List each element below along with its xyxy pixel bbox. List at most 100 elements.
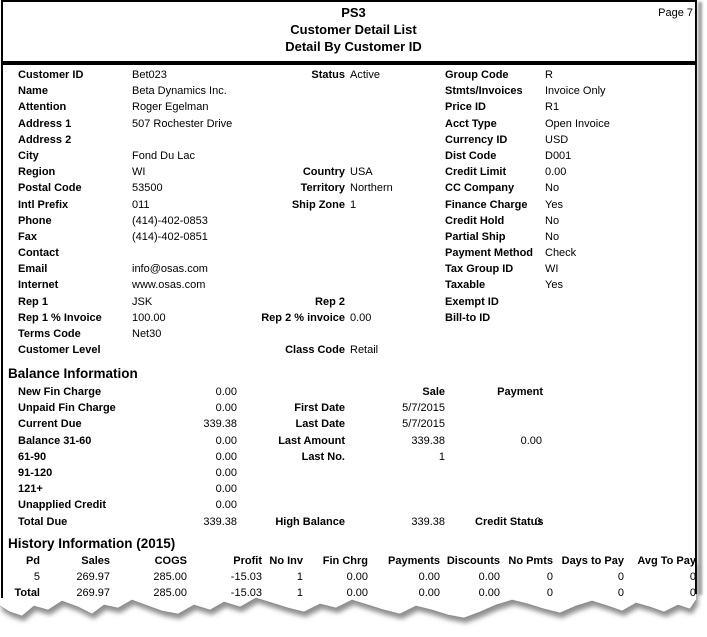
field-value: www.osas.com (132, 279, 206, 292)
right-field-label: Group Code (445, 69, 509, 81)
field-label: Postal Code (18, 182, 82, 195)
right-field-value: No (545, 214, 560, 227)
history-cell-no-inv: 1 (296, 571, 303, 584)
report-subtitle: Detail By Customer ID (285, 39, 422, 54)
detail-row: Contact Payment Method Check (0, 245, 707, 261)
mid-field-label: Country (302, 166, 345, 179)
mid-field-label: Status (311, 69, 345, 81)
payment-column-header: Payment (497, 386, 543, 398)
page-border-left (1, 0, 3, 598)
right-field-label: Bill-to ID (445, 311, 491, 324)
history-cell-avg-to-pay: 0 (689, 571, 696, 584)
right-field-value: Open Invoice (545, 117, 610, 130)
field-value: Fond Du Lac (132, 149, 195, 162)
field-label: Rep 1 (18, 295, 48, 308)
detail-row: Region WI Country USA Credit Limit 0.00 (0, 164, 707, 180)
history-cell-sales: 269.97 (76, 587, 110, 600)
detail-row: Rep 1 JSK Rep 2 Exempt ID (0, 294, 707, 310)
balance-sale-value: 1 (438, 450, 445, 463)
balance-rows: New Fin Charge 0.00 Unpaid Fin Charge 0.… (0, 384, 707, 530)
history-header-cell: Avg To Pay (637, 555, 696, 567)
history-header-cell: COGS (154, 555, 187, 567)
history-cell-payments: 0.00 (418, 587, 440, 600)
mid-field-value: USA (350, 166, 373, 179)
balance-mid-label: Last Date (295, 418, 345, 431)
mid-field-value: 0.00 (350, 311, 372, 324)
report-system-title: PS3 (341, 5, 366, 20)
balance-payment-value: 0.00 (520, 434, 542, 447)
field-label: Phone (18, 214, 52, 227)
history-header-cell: Fin Chrg (322, 555, 368, 567)
history-cell-cogs: 285.00 (153, 587, 187, 600)
right-field-value: Yes (545, 279, 563, 292)
history-cell-pd: Total (14, 587, 40, 600)
balance-mid-label: First Date (294, 402, 345, 415)
detail-row: Internet www.osas.com Taxable Yes (0, 277, 707, 293)
credit-status-value: 0 (535, 515, 542, 528)
detail-row: Intl Prefix 011 Ship Zone 1 Finance Char… (0, 197, 707, 213)
detail-row: Rep 1 % Invoice 100.00 Rep 2 % invoice 0… (0, 310, 707, 326)
history-header-cell: Sales (81, 555, 110, 567)
balance-amount: 0.00 (215, 483, 237, 496)
field-label: City (18, 149, 39, 162)
history-cell-avg-to-pay: 0 (689, 587, 696, 600)
balance-amount: 339.38 (203, 418, 237, 431)
field-label: Fax (18, 230, 37, 243)
field-label: Address 1 (18, 117, 72, 130)
balance-mid-label: Last Amount (278, 434, 345, 447)
right-field-label: Taxable (445, 279, 486, 292)
balance-row: 61-90 0.00 Last No. 1 (0, 449, 707, 465)
history-header-cell: No Pmts (508, 555, 553, 567)
balance-sale-value: 5/7/2015 (402, 402, 445, 415)
mid-field-value: Northern (350, 182, 393, 195)
field-value: (414)-402-0851 (132, 230, 208, 243)
mid-field-value: Active (350, 69, 380, 81)
header-divider-rule (3, 61, 695, 65)
page-border-top (1, 0, 697, 2)
history-cell-pd: 5 (33, 571, 40, 584)
history-cell-discounts: 0.00 (478, 571, 500, 584)
right-field-value: D001 (545, 149, 572, 162)
balance-label: Unapplied Credit (18, 499, 107, 512)
field-value: (414)-402-0853 (132, 214, 208, 227)
balance-section-title: Balance Information (8, 366, 138, 381)
balance-row: Current Due 339.38 Last Date 5/7/2015 (0, 416, 707, 432)
history-header-cell: Profit (233, 555, 262, 567)
mid-field-value: Retail (350, 344, 379, 357)
history-cell-profit: -15.03 (230, 571, 262, 584)
history-cell-no-inv: 1 (296, 587, 303, 600)
history-cell-cogs: 285.00 (153, 571, 187, 584)
field-label: Customer Level (18, 344, 101, 357)
right-field-label: Finance Charge (445, 198, 528, 211)
page-shadow-right (698, 2, 702, 595)
field-value: 100.00 (132, 311, 166, 324)
balance-label: Unpaid Fin Charge (18, 402, 116, 415)
balance-label: Total Due (18, 515, 68, 528)
balance-label: 91-120 (18, 466, 53, 479)
right-field-value: Yes (545, 198, 563, 211)
field-label: Intl Prefix (18, 198, 69, 211)
history-header-row: Pd Sales COGS Profit No Inv Fin Chrg Payments D… (0, 553, 696, 569)
right-field-value: USD (545, 133, 569, 146)
right-field-value: WI (545, 263, 559, 276)
balance-label: Current Due (18, 418, 82, 431)
history-cell-days-to-pay: 0 (617, 587, 624, 600)
history-cell-sales: 269.97 (76, 571, 110, 584)
right-field-label: Credit Limit (445, 166, 507, 179)
balance-mid-label: High Balance (275, 515, 345, 528)
field-value: 53500 (132, 182, 163, 195)
balance-sale-value: 339.38 (411, 434, 445, 447)
balance-label: Balance 31-60 (18, 434, 92, 447)
detail-row: Fax (414)-402-0851 Partial Ship No (0, 229, 707, 245)
detail-row: Phone (414)-402-0853 Credit Hold No (0, 213, 707, 229)
right-field-value: No (545, 182, 560, 195)
detail-row: Customer ID Bet023 Status Active Group C… (0, 67, 707, 83)
detail-row: Email info@osas.com Tax Group ID WI (0, 261, 707, 277)
history-header-cell: Payments (388, 555, 440, 567)
history-table: Pd Sales COGS Profit No Inv Fin Chrg Payments D… (0, 553, 696, 602)
detail-row: Terms Code Net30 (0, 326, 707, 342)
history-header-cell: Pd (25, 555, 40, 567)
balance-label: 121+ (18, 483, 43, 496)
field-label: Rep 1 % Invoice (18, 311, 102, 324)
